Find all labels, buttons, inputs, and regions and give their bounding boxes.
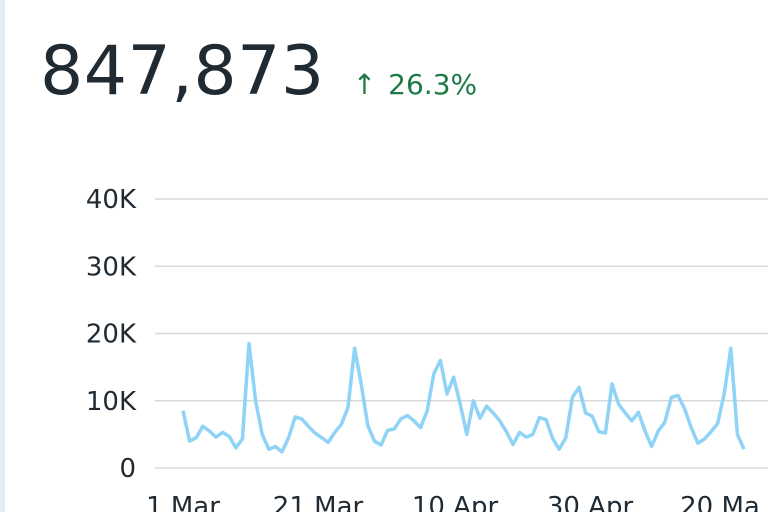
metric-summary: 847,873 ↑ 26.3% bbox=[40, 38, 477, 106]
y-tick-label: 40K bbox=[86, 185, 137, 215]
y-tick-label: 30K bbox=[86, 252, 137, 282]
x-tick-label: 10 Apr bbox=[412, 492, 499, 512]
metric-delta: ↑ 26.3% bbox=[353, 68, 477, 101]
metric-total-value: 847,873 bbox=[40, 32, 325, 111]
y-tick-label: 0 bbox=[119, 454, 136, 484]
x-tick-label: 30 Apr bbox=[547, 492, 634, 512]
series-line bbox=[181, 341, 746, 454]
metric-delta-percent: 26.3% bbox=[388, 68, 478, 101]
y-tick-label: 20K bbox=[86, 320, 137, 350]
left-edge-border bbox=[0, 0, 5, 512]
arrow-up-icon: ↑ bbox=[352, 68, 377, 101]
y-tick-label: 10K bbox=[86, 387, 137, 417]
x-tick-label: 21 Mar bbox=[273, 492, 364, 512]
x-tick-label: 20 Ma bbox=[680, 492, 760, 512]
x-tick-label: 1 Mar bbox=[146, 492, 220, 512]
